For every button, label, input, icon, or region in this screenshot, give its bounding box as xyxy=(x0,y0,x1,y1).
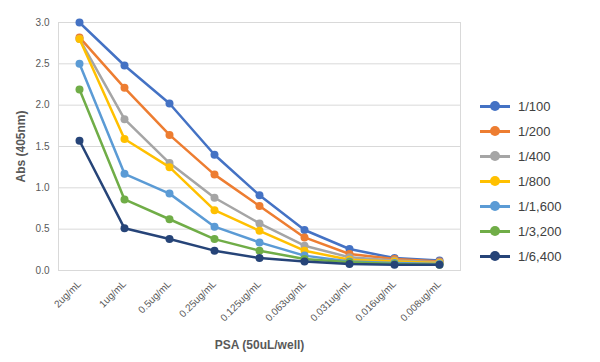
svg-text:0.008ug/mL: 0.008ug/mL xyxy=(398,278,443,323)
html-text:1/1,600: 1/1,600 xyxy=(518,198,562,214)
html-text:1/800: 1/800 xyxy=(518,173,551,189)
svg-text:0.031ug/mL: 0.031ug/mL xyxy=(308,278,353,323)
svg-text:0.0: 0.0 xyxy=(36,265,50,276)
svg-text:PSA (50uL/well): PSA (50uL/well) xyxy=(215,338,305,352)
svg-text:2.0: 2.0 xyxy=(36,99,50,110)
svg-text:1.0: 1.0 xyxy=(36,182,50,193)
svg-text:0.5ug/mL: 0.5ug/mL xyxy=(136,278,174,316)
svg-text:0.5: 0.5 xyxy=(36,223,50,234)
svg-text:1ug/mL: 1ug/mL xyxy=(97,278,129,310)
svg-text:2.5: 2.5 xyxy=(36,58,50,69)
html-text:1/3,200: 1/3,200 xyxy=(518,223,562,239)
svg-text:0.016ug/mL: 0.016ug/mL xyxy=(353,278,398,323)
svg-text:0.25ug/mL: 0.25ug/mL xyxy=(177,278,219,320)
svg-text:1.5: 1.5 xyxy=(36,141,50,152)
html-text:1/200: 1/200 xyxy=(518,123,551,139)
svg-text:0.063ug/mL: 0.063ug/mL xyxy=(263,278,308,323)
svg-text:3.0: 3.0 xyxy=(36,17,50,28)
svg-text:Abs (405nm): Abs (405nm) xyxy=(14,110,28,182)
svg-text:0.125ug/mL: 0.125ug/mL xyxy=(218,278,263,323)
html-text:1/100: 1/100 xyxy=(518,98,551,114)
html-text:1/400: 1/400 xyxy=(518,148,551,164)
html-text:1/6,400: 1/6,400 xyxy=(518,248,562,264)
svg-text:2ug/mL: 2ug/mL xyxy=(52,278,84,310)
